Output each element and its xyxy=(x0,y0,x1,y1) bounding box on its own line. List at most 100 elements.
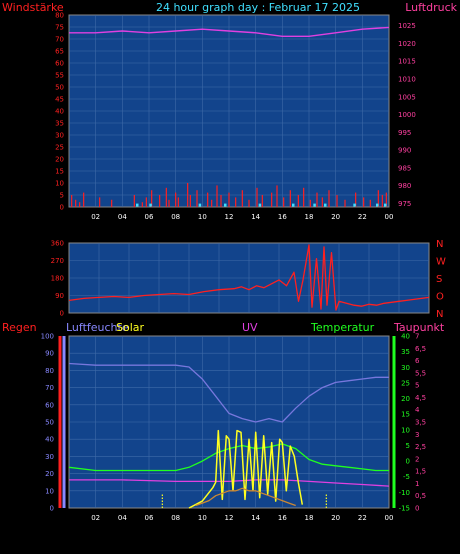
x-tick-label: 00 xyxy=(385,514,394,522)
temperature-tick-label: 5 xyxy=(406,442,410,450)
humidity-tick-label: 100 xyxy=(41,333,54,341)
gust-mark xyxy=(198,203,202,207)
x-tick-label: 22 xyxy=(358,514,367,522)
temperature-tick-label: 40 xyxy=(401,333,410,341)
y-left-tick-label: 20 xyxy=(55,156,64,164)
x-tick-label: 10 xyxy=(198,213,207,221)
humidity-tick-label: 10 xyxy=(45,487,54,495)
uv-tick-label: 3,5 xyxy=(415,419,426,427)
x-tick-label: 18 xyxy=(305,213,314,221)
uv-tick-label: 3 xyxy=(415,431,419,439)
x-tick-labels-1: 02 04 06 08 10 12 14 16 18 20 22 00 xyxy=(91,213,393,221)
y-tick-labels-2: 0 90 180 270 360 xyxy=(51,240,64,318)
temperature-tick-label: 0 xyxy=(406,458,410,466)
uv-tick-label: 5 xyxy=(415,382,419,390)
x-tick-label: 10 xyxy=(198,514,207,522)
y-right-tick-label: 995 xyxy=(398,129,411,137)
x-tick-label: 12 xyxy=(225,514,234,522)
y-left-tick-label: 55 xyxy=(55,72,64,80)
uv-label: UV xyxy=(242,321,258,334)
y-right-tick-label: 990 xyxy=(398,147,411,155)
y-left-tick-label: 50 xyxy=(55,84,64,92)
y-left-tick-label: 70 xyxy=(55,36,64,44)
dewpoint-label: Taupunkt xyxy=(393,321,445,334)
series-3 xyxy=(68,362,390,509)
uv-tick-label: 1,5 xyxy=(415,468,426,476)
y-right-tick-label: 975 xyxy=(398,200,411,208)
solar-label: Solar xyxy=(116,321,145,334)
uv-tick-label: 4,5 xyxy=(415,394,426,402)
uv-tick-label: 1 xyxy=(415,480,419,488)
humidity-tick-label: 90 xyxy=(45,350,54,358)
y-left-tick-label: 75 xyxy=(55,24,64,32)
rain-label: Regen xyxy=(2,321,37,334)
x-tick-label: 12 xyxy=(225,213,234,221)
uv-tick-labels: 0 0,5 1 1,5 2 2,5 3 3,5 4 4,5 5 5,5 6 6,5 7 xyxy=(415,333,426,513)
temperature-tick-label: 25 xyxy=(401,379,410,387)
uv-tick-label: 6,5 xyxy=(415,345,426,353)
y-left-tick-label: 45 xyxy=(55,96,64,104)
humidity-tick-label: 20 xyxy=(45,470,54,478)
y-right-tick-label: 1015 xyxy=(398,58,416,66)
direction-label: S xyxy=(436,274,442,285)
grid-1 xyxy=(69,15,389,207)
y-left-tick-label: 80 xyxy=(55,12,64,20)
uv-tick-label: 5,5 xyxy=(415,369,426,377)
x-tick-label: 02 xyxy=(91,213,100,221)
gust-mark xyxy=(353,203,356,207)
gust-mark xyxy=(313,203,316,207)
x-tick-label: 08 xyxy=(171,213,180,221)
uv-line xyxy=(195,487,296,507)
x-tick-labels-3: 02 04 06 08 10 12 14 16 18 20 22 00 xyxy=(91,514,393,522)
uv-tick-label: 2 xyxy=(415,455,419,463)
pressure-axis-label: Luftdruck xyxy=(405,1,457,14)
x-tick-label: 08 xyxy=(171,514,180,522)
y-right-tick-label: 1005 xyxy=(398,93,416,101)
x-tick-label: 00 xyxy=(385,213,394,221)
x-tick-label: 16 xyxy=(278,213,287,221)
y-left-tick-label: 0 xyxy=(60,204,64,212)
x-tick-label: 04 xyxy=(118,213,127,221)
gust-mark xyxy=(384,203,387,207)
temperature-tick-label: 10 xyxy=(401,426,410,434)
climate-panel: 02 04 06 08 10 12 14 16 18 20 22 00 010203040506070… xyxy=(2,321,445,522)
y-right-tick-label: 1025 xyxy=(398,22,416,30)
x-tick-label: 04 xyxy=(118,514,127,522)
y-right-tick-label: 985 xyxy=(398,164,411,172)
temperature-tick-label: -10 xyxy=(399,489,410,497)
x-tick-label: 20 xyxy=(331,514,340,522)
pressure-line xyxy=(69,26,390,37)
direction-label: O xyxy=(436,292,444,303)
direction-tick-label: 270 xyxy=(51,257,64,265)
grid-2 xyxy=(69,243,429,313)
humidity-tick-label: 80 xyxy=(45,367,54,375)
solar-line xyxy=(188,429,304,509)
y-right-tick-label: 1010 xyxy=(398,76,416,84)
x-tick-label: 02 xyxy=(91,514,100,522)
x-tick-label: 20 xyxy=(331,213,340,221)
temperature-line xyxy=(68,443,389,472)
uv-tick-label: 7 xyxy=(415,333,419,341)
humidity-label: Luftfeuchte xyxy=(66,321,129,334)
direction-tick-label: 0 xyxy=(60,310,64,318)
series-1 xyxy=(69,26,390,207)
gust-mark xyxy=(258,203,262,207)
y-left-tick-label: 40 xyxy=(55,108,64,116)
chart-title: 24 hour graph day : Februar 17 2025 xyxy=(156,1,360,14)
temperature-tick-label: -5 xyxy=(403,473,410,481)
dewpoint-line xyxy=(69,479,390,487)
gust-mark xyxy=(149,203,152,207)
y-left-tick-label: 30 xyxy=(55,132,64,140)
y-left-tick-label: 10 xyxy=(55,180,64,188)
gust-mark xyxy=(224,203,227,207)
x-tick-label: 16 xyxy=(278,514,287,522)
humidity-tick-label: 50 xyxy=(45,419,54,427)
gust-mark xyxy=(324,203,327,207)
uv-tick-label: 2,5 xyxy=(415,443,426,451)
y-right-tick-label: 980 xyxy=(398,182,411,190)
temperature-tick-label: 30 xyxy=(401,364,410,372)
gust-mark xyxy=(136,203,139,207)
